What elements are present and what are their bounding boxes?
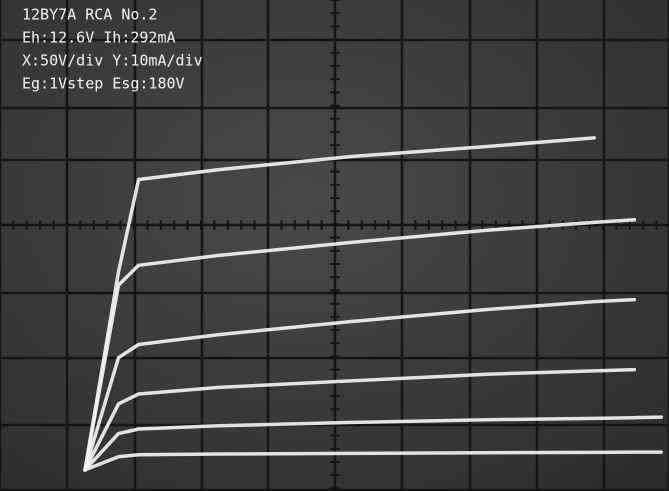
annotation: X:50V/div Y:10mA/div xyxy=(22,52,203,70)
annotation: Eg:1Vstep Esg:180V xyxy=(22,75,185,93)
trace xyxy=(83,415,663,472)
trace xyxy=(83,218,637,472)
trace xyxy=(83,136,596,472)
curves xyxy=(83,136,663,472)
trace xyxy=(83,450,663,472)
annotation: Eh:12.6V Ih:292mA xyxy=(22,29,176,47)
annotation: 12BY7A RCA No.2 xyxy=(22,6,157,24)
trace xyxy=(83,297,637,472)
trace xyxy=(83,367,637,472)
